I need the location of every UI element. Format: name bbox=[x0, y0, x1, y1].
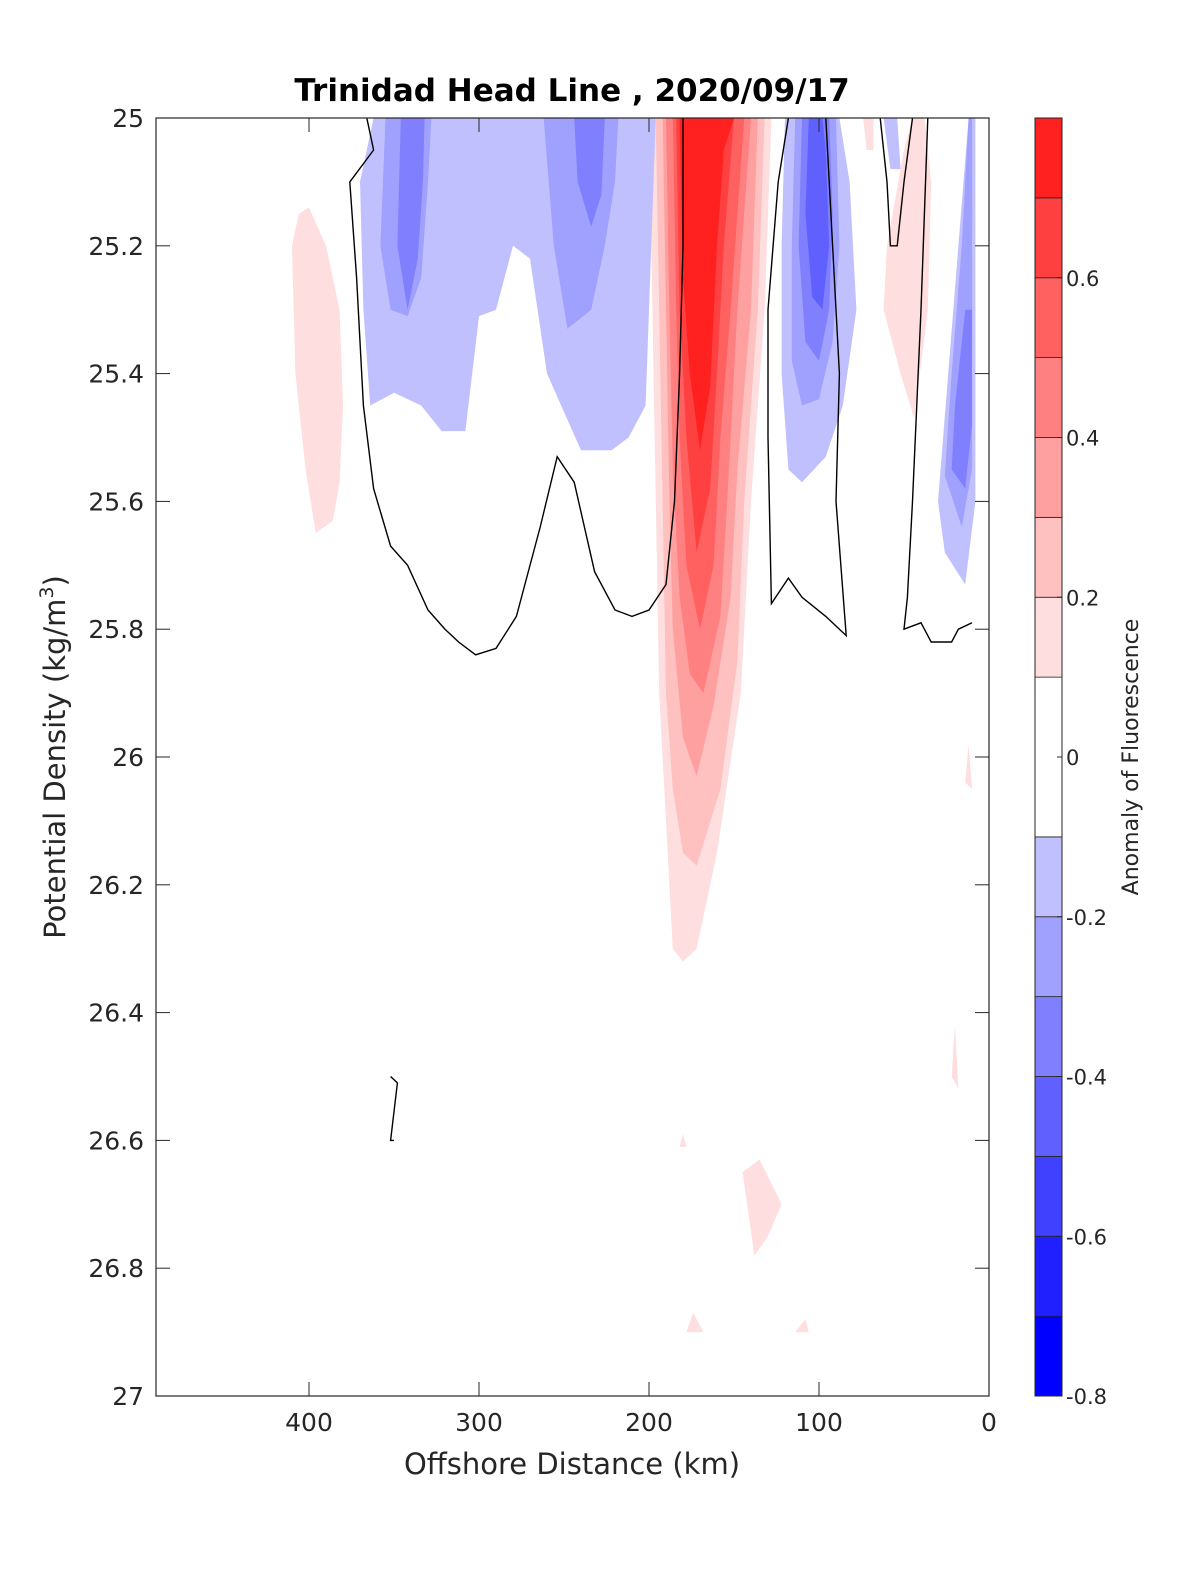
colorbar: -0.8 -0.6 -0.4 -0.2 0 0.2 0.4 0.6 Anomaly of Fl… bbox=[1034, 117, 1144, 1409]
contour-line-zero-contour-nearshore-a bbox=[767, 118, 848, 638]
colorbar-swatch bbox=[1034, 117, 1063, 199]
y-tick-label: 25 bbox=[112, 104, 144, 133]
contour-line-zero-contour-small bbox=[389, 1075, 399, 1142]
colorbar-swatch bbox=[1034, 836, 1063, 918]
x-axis: 400 300 200 100 0 bbox=[285, 118, 997, 1437]
colorbar-tick-label: 0.6 bbox=[1066, 267, 1099, 291]
colorbar-swatch bbox=[1034, 916, 1063, 998]
colorbar-tick-label: 0.2 bbox=[1066, 586, 1099, 610]
colorbar-tick-label: 0.4 bbox=[1066, 427, 1099, 451]
contour-positive-deep-d bbox=[742, 1159, 782, 1256]
y-axis-label-superscript: 3 bbox=[36, 586, 58, 598]
y-axis-label-main: Potential Density (kg/m bbox=[38, 599, 72, 939]
contour-negative-offshore-0.3a bbox=[397, 118, 425, 310]
contour-line-zero-contour-nearshore-c bbox=[903, 118, 973, 643]
colorbar-swatch bbox=[1034, 516, 1063, 598]
y-tick-label: 26.8 bbox=[88, 1254, 144, 1283]
colorbar-tick-label: -0.2 bbox=[1066, 906, 1107, 930]
colorbar-swatch bbox=[1034, 277, 1063, 359]
contour-regions bbox=[292, 118, 976, 1333]
colorbar-swatch bbox=[1034, 1315, 1063, 1397]
colorbar-swatch bbox=[1034, 437, 1063, 518]
x-tick-label: 400 bbox=[285, 1408, 333, 1437]
contour-positive-deep-e bbox=[686, 1312, 704, 1333]
y-tick-label: 25.8 bbox=[88, 615, 144, 644]
y-tick-label: 26.2 bbox=[88, 871, 144, 900]
x-axis-label: Offshore Distance (km) bbox=[404, 1447, 740, 1481]
x-tick-label: 100 bbox=[795, 1408, 843, 1437]
contour-positive-nearshore-small bbox=[863, 118, 874, 150]
y-axis: 25 25.2 25.4 25.6 25.8 26 26.2 26.4 26.6 26.8 27 bbox=[88, 104, 989, 1411]
contour-positive-core-0.7 bbox=[679, 118, 734, 451]
contour-positive-deep-f bbox=[795, 1319, 809, 1333]
y-tick-label: 26.4 bbox=[88, 999, 144, 1028]
contour-negative-nearshore-0.4 bbox=[805, 118, 830, 310]
colorbar-swatch bbox=[1034, 1076, 1063, 1157]
x-tick-label: 200 bbox=[625, 1408, 673, 1437]
colorbar-ticks: -0.8 -0.6 -0.4 -0.2 0 0.2 0.4 0.6 bbox=[1057, 267, 1107, 1409]
colorbar-swatch bbox=[1034, 197, 1063, 279]
chart-title: Trinidad Head Line , 2020/09/17 bbox=[294, 73, 849, 109]
plot-area: 400 300 200 100 0 25 25.2 25.4 25.6 25.8 26 26.2 26… bbox=[88, 104, 997, 1437]
colorbar-swatch bbox=[1034, 996, 1063, 1077]
y-tick-label: 25.6 bbox=[88, 487, 144, 516]
y-tick-label: 25.4 bbox=[88, 360, 144, 389]
colorbar-tick-label: -0.6 bbox=[1066, 1225, 1107, 1249]
contour-negative-coast-0.3 bbox=[951, 309, 972, 489]
colorbar-tick-label: -0.4 bbox=[1066, 1066, 1107, 1090]
y-tick-label: 26 bbox=[112, 743, 144, 772]
y-tick-label: 27 bbox=[112, 1382, 144, 1411]
x-tick-label: 300 bbox=[455, 1408, 503, 1437]
contour-line-zero-contour-offshore bbox=[349, 118, 684, 656]
contour-negative-offshore-0.3b bbox=[574, 118, 605, 227]
colorbar-swatch bbox=[1034, 1235, 1063, 1317]
colorbar-tick-label: -0.8 bbox=[1066, 1385, 1107, 1409]
contour-positive-deep-c bbox=[679, 1134, 687, 1147]
contour-negative-small-top bbox=[883, 118, 901, 170]
contour-line-zero-contour-nearshore-b bbox=[879, 118, 914, 247]
colorbar-label: Anomaly of Fluorescence bbox=[1119, 619, 1144, 896]
colorbar-tick-label: 0 bbox=[1066, 746, 1079, 770]
contour-positive-offshore-0.1 bbox=[292, 207, 343, 534]
colorbar-swatch bbox=[1034, 596, 1063, 678]
y-axis-label-end: ) bbox=[38, 575, 72, 586]
y-axis-label: Potential Density (kg/m3) bbox=[36, 575, 72, 939]
zero-contour-lines bbox=[349, 118, 973, 1142]
colorbar-swatch bbox=[1034, 357, 1063, 438]
contour-positive-deep-a bbox=[951, 1025, 959, 1090]
x-tick-label: 0 bbox=[981, 1408, 997, 1437]
y-tick-label: 25.2 bbox=[88, 232, 144, 261]
colorbar-swatch bbox=[1034, 1155, 1063, 1237]
contour-positive-deep-b bbox=[965, 744, 972, 789]
y-tick-label: 26.6 bbox=[88, 1126, 144, 1155]
